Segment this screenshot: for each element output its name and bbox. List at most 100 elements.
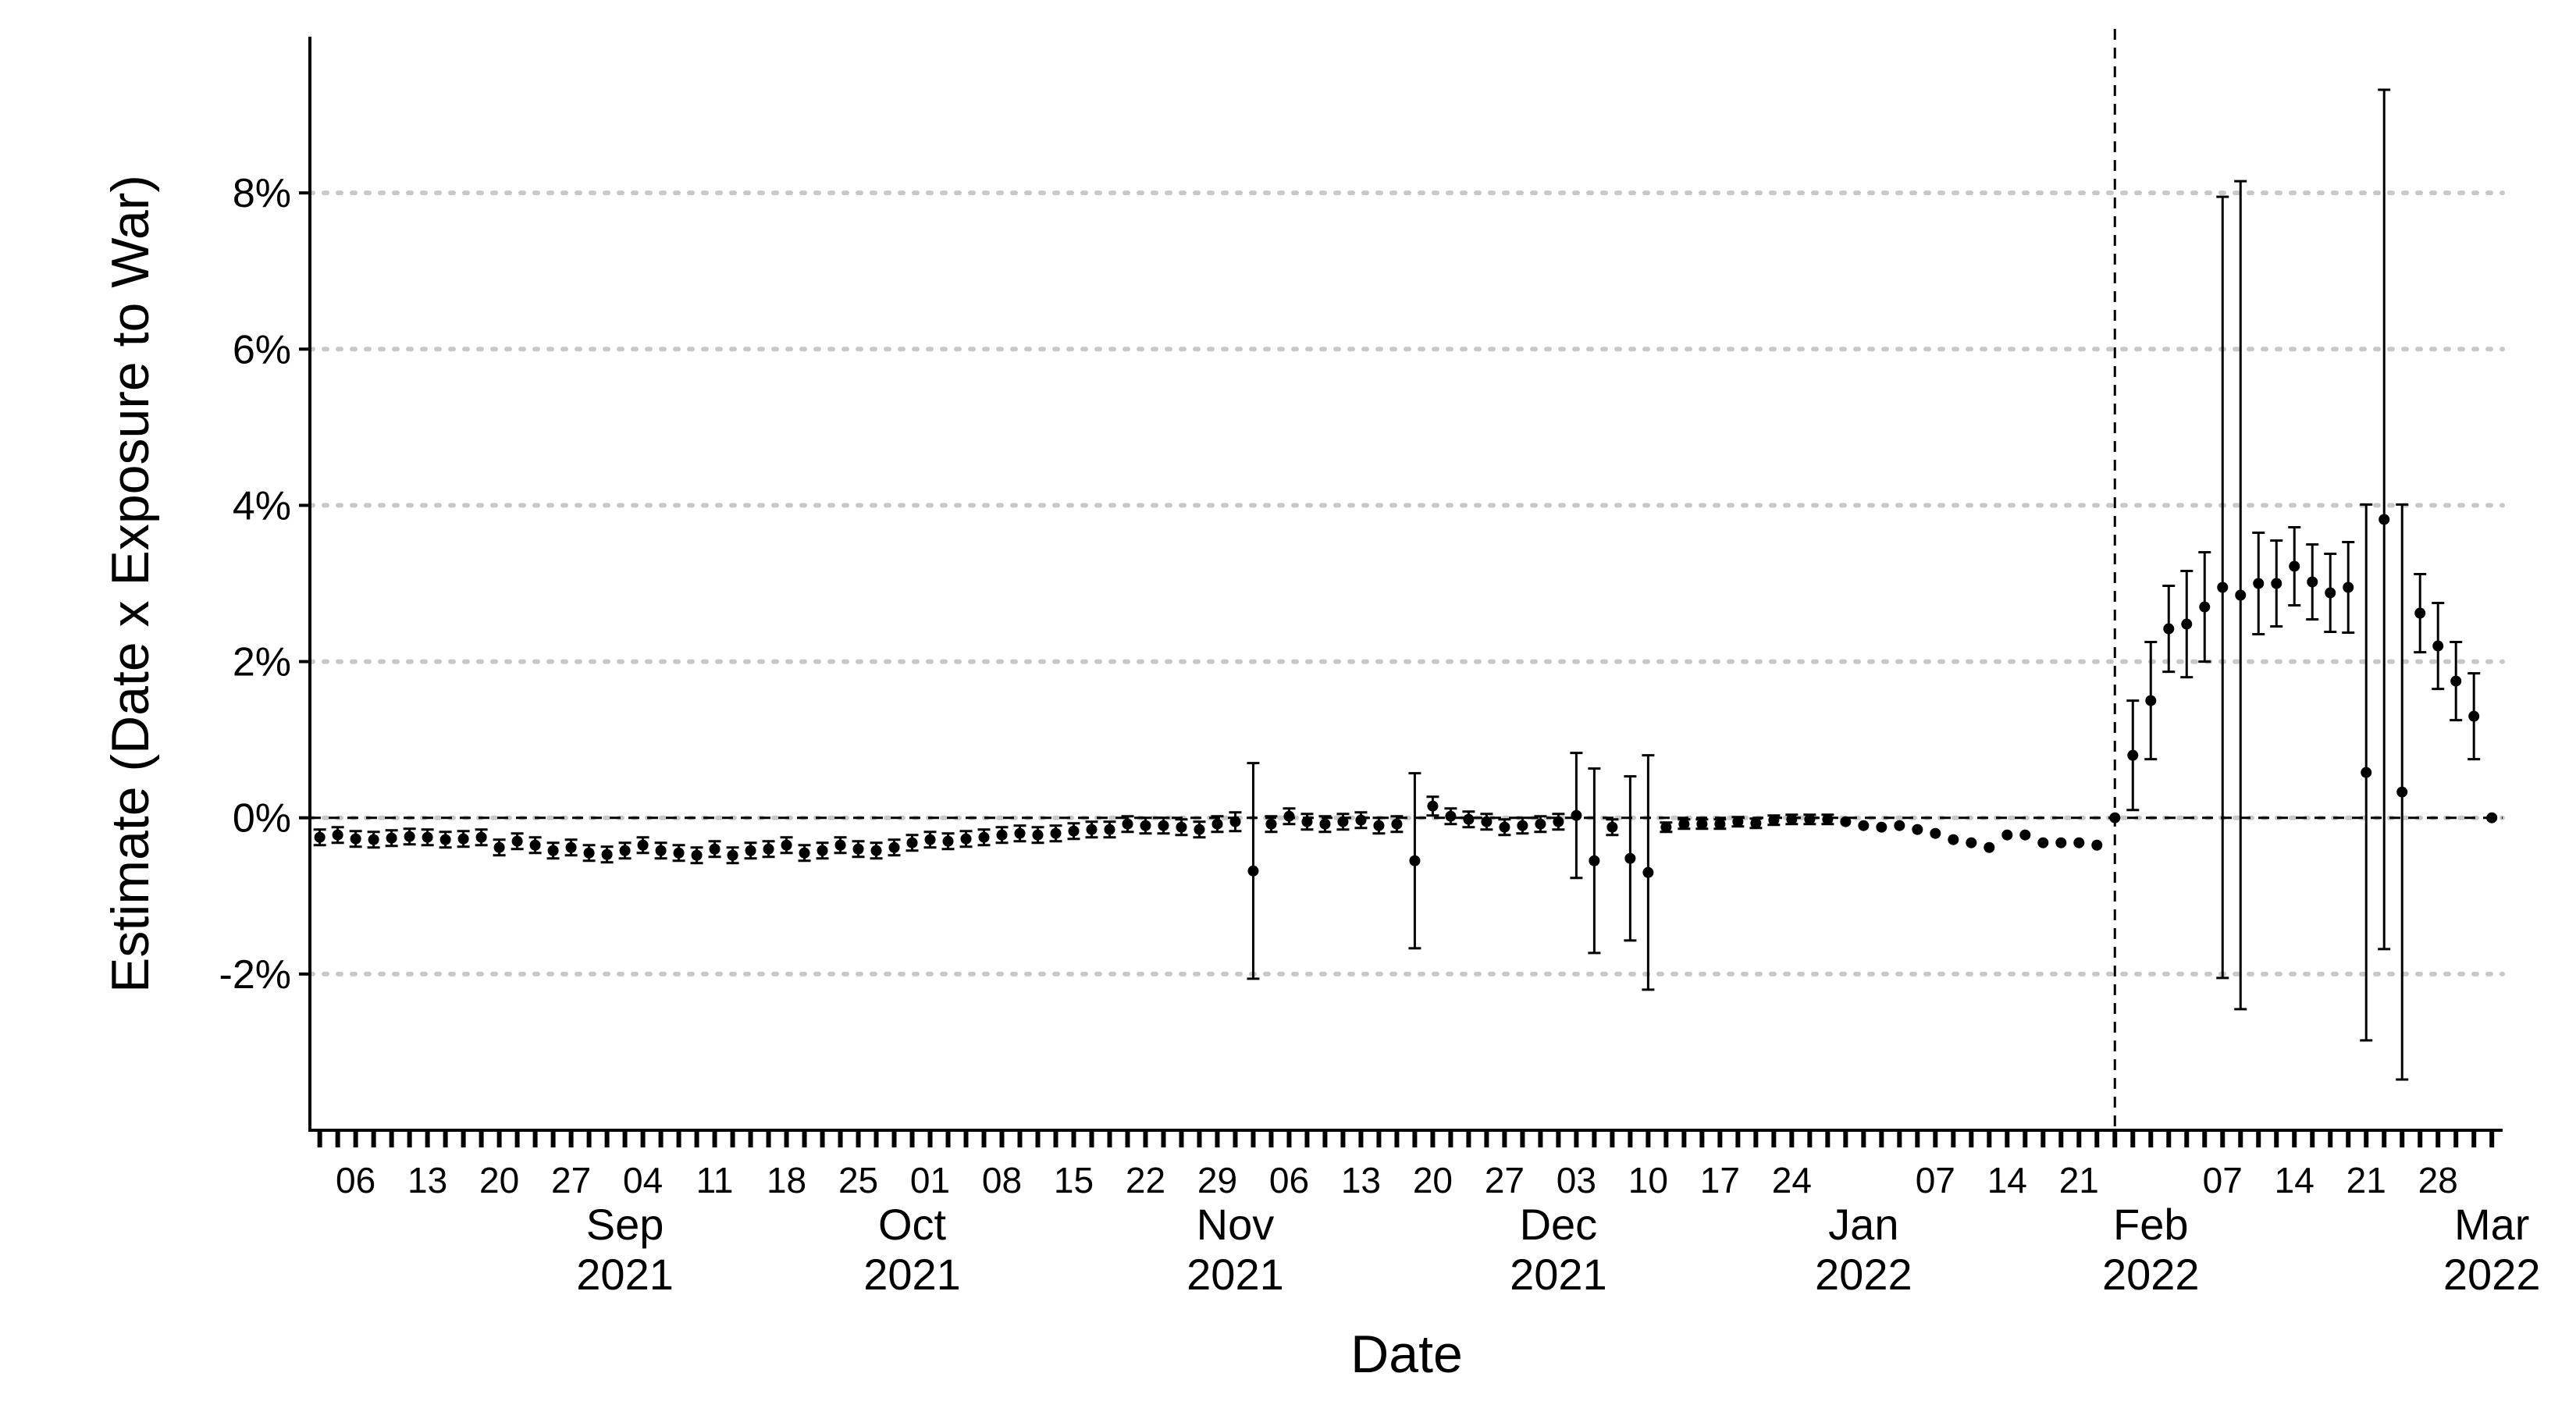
point (547, 845, 559, 856)
x-year-label: 2022 (1815, 1250, 1912, 1299)
x-tick-label: 28 (2418, 1160, 2458, 1200)
point (1930, 827, 1941, 839)
x-tick-label: 14 (1987, 1160, 2027, 1200)
point (1104, 823, 1115, 835)
y-tick-label: -2% (219, 952, 291, 998)
x-year-label: 2021 (863, 1250, 961, 1299)
x-month-label: Dec (1520, 1200, 1598, 1249)
x-tick-label: 13 (1341, 1160, 1381, 1200)
point (1481, 816, 1493, 827)
point (781, 839, 792, 851)
point (1535, 818, 1546, 830)
point (727, 849, 738, 861)
x-year-label: 2021 (1187, 1250, 1284, 1299)
point (745, 845, 756, 856)
point (1032, 829, 1044, 841)
point (1984, 841, 1995, 853)
point (404, 831, 415, 842)
point (457, 833, 469, 845)
point (942, 835, 954, 847)
x-tick-label: 20 (479, 1160, 519, 1200)
point (1014, 827, 1026, 839)
point (1912, 823, 1923, 835)
point (1678, 818, 1690, 830)
point (2271, 578, 2282, 589)
point (2486, 812, 2498, 823)
x-tick-label: 24 (1772, 1160, 1812, 1200)
point (655, 845, 667, 856)
x-tick-label: 14 (2275, 1160, 2314, 1200)
point (1301, 816, 1313, 827)
point (1355, 814, 1367, 826)
x-tick-label: 25 (838, 1160, 878, 1200)
point (834, 839, 846, 851)
point (1822, 813, 1834, 825)
point (2199, 601, 2211, 613)
x-tick-label: 07 (1916, 1160, 1955, 1200)
point (637, 839, 649, 851)
point (2163, 623, 2175, 635)
x-tick-label: 03 (1557, 1160, 1596, 1200)
x-tick-label: 21 (2347, 1160, 2386, 1200)
point (1194, 823, 1205, 835)
point (1714, 818, 1726, 830)
point (1894, 820, 1905, 831)
point (2235, 589, 2247, 601)
x-month-label: Jan (1828, 1200, 1898, 1249)
point (2091, 839, 2103, 851)
point (817, 845, 828, 856)
point (2379, 514, 2390, 525)
point (1553, 816, 1564, 827)
point (888, 841, 900, 853)
point (332, 829, 343, 841)
point (2468, 710, 2480, 722)
point (1750, 817, 1762, 829)
point (583, 847, 595, 859)
point (1948, 834, 1959, 845)
y-axis-title: Estimate (Date x Exposure to War) (101, 175, 160, 993)
x-tick-label: 06 (336, 1160, 375, 1200)
point (1768, 814, 1780, 826)
x-month-label: Feb (2113, 1200, 2189, 1249)
point (2217, 582, 2229, 593)
point (2396, 786, 2408, 798)
point (350, 833, 361, 845)
point (1158, 820, 1169, 831)
x-tick-label: 04 (623, 1160, 663, 1200)
point (673, 847, 685, 859)
point (1624, 852, 1636, 864)
x-tick-label: 21 (2059, 1160, 2099, 1200)
y-tick-label: 6% (233, 327, 291, 372)
x-tick-label: 17 (1700, 1160, 1740, 1200)
point (565, 841, 577, 853)
point (439, 834, 451, 845)
x-month-label: Mar (2454, 1200, 2529, 1249)
point (1086, 823, 1098, 835)
point (601, 848, 613, 860)
point (619, 845, 631, 856)
point (2414, 607, 2426, 619)
point (2325, 587, 2336, 599)
y-tick-label: 0% (233, 796, 291, 841)
x-tick-label: 11 (696, 1160, 734, 1200)
x-month-label: Sep (586, 1200, 664, 1249)
point (1606, 821, 1618, 833)
y-tick-label: 8% (233, 171, 291, 216)
x-year-label: 2021 (576, 1250, 674, 1299)
point (2055, 837, 2067, 848)
point (1589, 855, 1600, 866)
point (2001, 829, 2013, 841)
y-tick-label: 4% (233, 483, 291, 528)
point (1373, 820, 1385, 831)
point (1122, 818, 1133, 830)
point (1247, 865, 1259, 877)
point (2073, 837, 2085, 848)
point (870, 845, 882, 856)
point (691, 849, 703, 861)
x-tick-label: 06 (1269, 1160, 1309, 1200)
point (493, 841, 505, 853)
point (1858, 820, 1870, 831)
x-tick-label: 27 (551, 1160, 591, 1200)
